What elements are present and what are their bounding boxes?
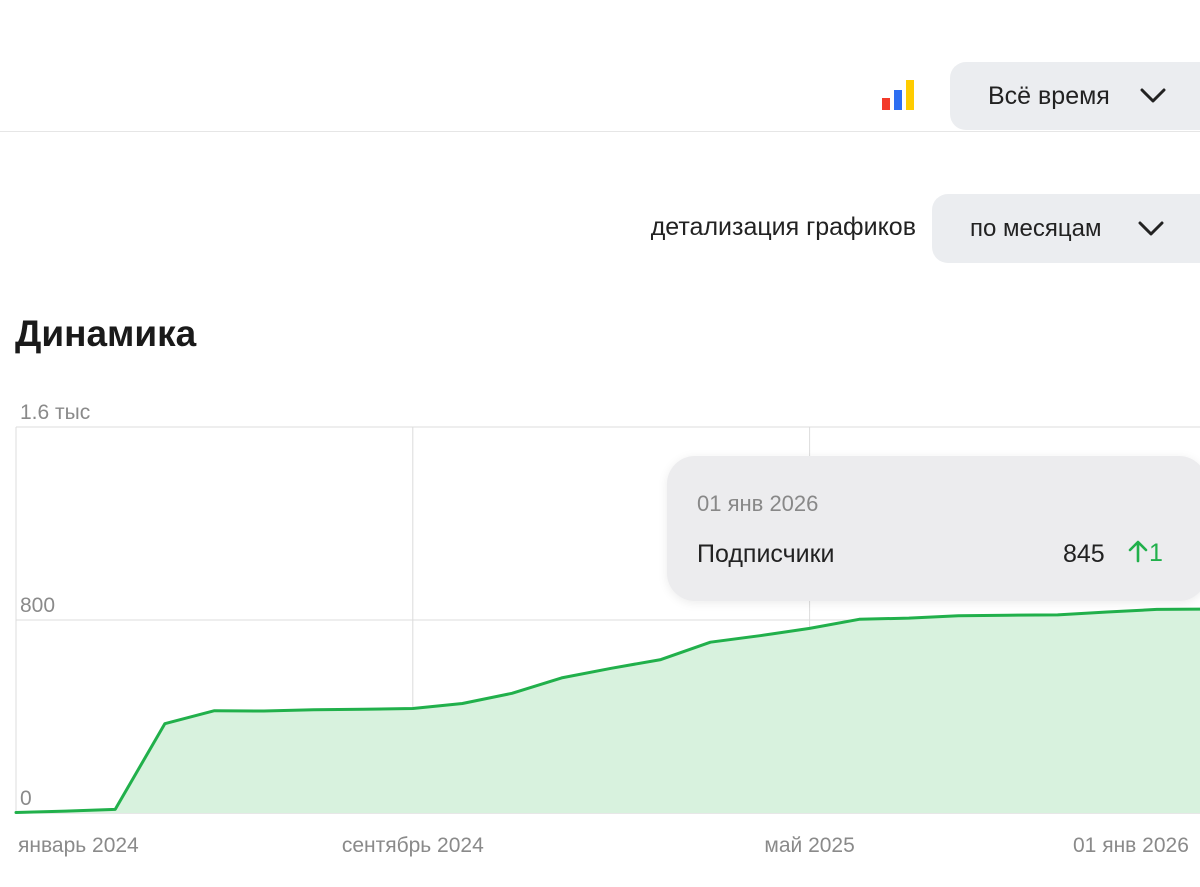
top-toolbar: Всё время	[0, 0, 1200, 132]
series-line	[14, 607, 1200, 814]
tooltip-delta-value: 1	[1149, 539, 1163, 567]
data-point	[460, 702, 464, 706]
x-tick-label: 01 янв 2026	[1073, 834, 1189, 857]
bar-chart-icon-bar-yellow	[906, 80, 914, 110]
period-select[interactable]: Всё время	[950, 62, 1200, 130]
section-title: Динамика	[15, 313, 197, 354]
x-tick-label: май 2025	[764, 834, 854, 857]
bar-chart-icon-bar-red	[882, 98, 890, 110]
tooltip-value: 845	[1063, 540, 1105, 568]
bar-chart-icon-bar-blue	[894, 90, 902, 110]
data-point	[758, 634, 762, 638]
data-point	[361, 707, 365, 711]
data-point	[212, 709, 216, 713]
detail-select[interactable]: по месяцам	[932, 194, 1200, 263]
data-point	[163, 722, 167, 726]
tooltip-series-name: Подписчики	[697, 540, 835, 568]
data-point	[560, 676, 564, 680]
series-area-fill	[16, 609, 1200, 813]
detail-label: детализация графиков	[650, 213, 916, 241]
dynamics-chart[interactable]: 0 800 1.6 тыс январь 2024 сентябрь 2024 май 2…	[0, 380, 1200, 887]
y-tick-label: 1.6 тыс	[20, 401, 90, 424]
bar-chart-icon[interactable]	[880, 80, 916, 112]
data-point	[659, 658, 663, 662]
tooltip-delta: 1	[1127, 539, 1163, 568]
arrow-up-icon	[1128, 540, 1148, 563]
chevron-down-icon	[1140, 88, 1166, 103]
data-point	[708, 640, 712, 644]
tooltip-date: 01 янв 2026	[697, 491, 819, 516]
chevron-down-icon	[1138, 221, 1164, 236]
data-point	[113, 807, 117, 811]
data-point	[64, 809, 68, 813]
data-point	[956, 614, 960, 618]
y-tick-label: 800	[20, 594, 55, 617]
detail-select-label: по месяцам	[970, 215, 1102, 242]
data-point	[857, 617, 861, 621]
data-point	[312, 708, 316, 712]
chart-tooltip: 01 янв 2026 Подписчики 845 1	[667, 456, 1200, 601]
detail-row: детализация графиков по месяцам	[0, 194, 1200, 264]
data-point	[1105, 610, 1109, 614]
data-point	[1006, 613, 1010, 617]
data-point	[14, 811, 18, 815]
y-tick-label: 0	[20, 787, 32, 810]
data-point	[1155, 607, 1159, 611]
data-point	[1056, 613, 1060, 617]
data-point	[808, 626, 812, 630]
x-tick-label: январь 2024	[18, 834, 139, 857]
period-select-label: Всё время	[988, 81, 1110, 110]
data-point	[510, 691, 514, 695]
x-tick-label: сентябрь 2024	[342, 834, 484, 857]
data-point	[609, 666, 613, 670]
data-point	[262, 709, 266, 713]
data-point	[907, 616, 911, 620]
data-point	[411, 707, 415, 711]
